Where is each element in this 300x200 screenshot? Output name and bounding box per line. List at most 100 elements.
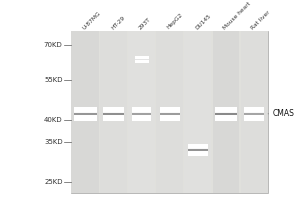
- Bar: [74, 116, 97, 117]
- Bar: [244, 117, 264, 118]
- Bar: [74, 109, 97, 110]
- Bar: [132, 108, 151, 109]
- Bar: [215, 113, 236, 114]
- Bar: [215, 117, 236, 118]
- Bar: [244, 119, 264, 120]
- Bar: [160, 110, 180, 111]
- Bar: [244, 113, 264, 114]
- Bar: [240, 31, 268, 193]
- Bar: [215, 115, 236, 116]
- Bar: [132, 107, 151, 108]
- Bar: [160, 115, 180, 116]
- Bar: [74, 110, 97, 111]
- Bar: [71, 31, 100, 193]
- Bar: [215, 107, 236, 108]
- Bar: [132, 110, 151, 111]
- Text: 35KD: 35KD: [44, 139, 63, 145]
- Bar: [212, 31, 240, 193]
- Bar: [74, 107, 97, 108]
- Bar: [135, 62, 149, 63]
- Bar: [244, 111, 264, 112]
- Bar: [215, 120, 236, 121]
- Bar: [74, 115, 97, 116]
- Bar: [160, 117, 180, 118]
- Bar: [103, 120, 124, 121]
- Bar: [103, 113, 124, 114]
- Bar: [74, 118, 97, 119]
- Bar: [188, 144, 208, 145]
- Text: Mouse heart: Mouse heart: [222, 1, 252, 30]
- Bar: [244, 118, 264, 119]
- Bar: [160, 116, 180, 117]
- Text: Rat liver: Rat liver: [250, 9, 272, 30]
- Bar: [244, 108, 264, 109]
- Bar: [74, 117, 97, 118]
- Text: 40KD: 40KD: [44, 117, 63, 123]
- Bar: [132, 117, 151, 118]
- Bar: [188, 146, 208, 147]
- Bar: [244, 107, 264, 108]
- Text: HT-29: HT-29: [110, 15, 126, 30]
- Bar: [215, 109, 236, 110]
- Bar: [103, 111, 124, 112]
- Bar: [103, 114, 124, 115]
- Bar: [103, 112, 124, 113]
- Bar: [160, 114, 180, 115]
- Bar: [239, 31, 241, 193]
- Bar: [74, 120, 97, 121]
- Bar: [74, 111, 97, 112]
- Bar: [160, 111, 180, 112]
- Bar: [132, 114, 151, 115]
- Bar: [160, 120, 180, 121]
- Bar: [103, 115, 124, 116]
- Bar: [188, 148, 208, 149]
- Bar: [215, 111, 236, 112]
- Bar: [103, 109, 124, 110]
- Text: U-87MG: U-87MG: [82, 10, 102, 30]
- Bar: [215, 116, 236, 117]
- Bar: [132, 111, 151, 112]
- Bar: [128, 31, 156, 193]
- Bar: [211, 31, 212, 193]
- Text: 293T: 293T: [138, 16, 152, 30]
- Bar: [244, 116, 264, 117]
- Bar: [188, 151, 208, 152]
- Bar: [103, 108, 124, 109]
- Bar: [188, 155, 208, 156]
- Bar: [74, 108, 97, 109]
- Bar: [74, 113, 97, 114]
- Bar: [132, 120, 151, 121]
- Bar: [160, 108, 180, 109]
- Bar: [244, 112, 264, 113]
- Bar: [132, 116, 151, 117]
- Bar: [127, 31, 128, 193]
- Bar: [188, 145, 208, 146]
- Bar: [188, 153, 208, 154]
- Bar: [244, 109, 264, 110]
- Bar: [160, 118, 180, 119]
- Bar: [74, 112, 97, 113]
- Bar: [160, 119, 180, 120]
- Bar: [183, 31, 184, 193]
- Bar: [74, 119, 97, 120]
- Bar: [188, 150, 208, 151]
- Bar: [160, 112, 180, 113]
- Bar: [132, 119, 151, 120]
- Bar: [215, 119, 236, 120]
- Bar: [132, 109, 151, 110]
- Bar: [135, 61, 149, 62]
- Bar: [184, 31, 212, 193]
- Bar: [244, 110, 264, 111]
- Bar: [132, 118, 151, 119]
- Bar: [160, 109, 180, 110]
- Bar: [160, 113, 180, 114]
- Bar: [103, 119, 124, 120]
- Bar: [135, 59, 149, 60]
- Bar: [215, 110, 236, 111]
- Bar: [135, 58, 149, 59]
- Bar: [215, 118, 236, 119]
- Bar: [132, 115, 151, 116]
- Text: HepG2: HepG2: [166, 12, 184, 30]
- Bar: [244, 120, 264, 121]
- Text: 55KD: 55KD: [44, 77, 63, 83]
